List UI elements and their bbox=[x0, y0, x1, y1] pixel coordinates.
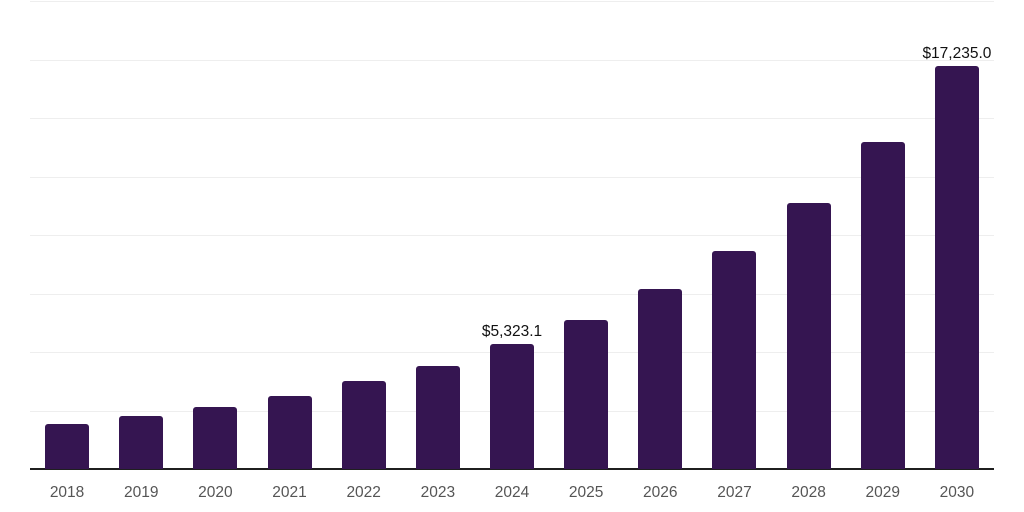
x-axis-label-2028: 2028 bbox=[791, 484, 826, 501]
x-axis-label-2021: 2021 bbox=[272, 484, 307, 501]
bar-2023[interactable] bbox=[415, 365, 460, 469]
bar-2030[interactable] bbox=[934, 65, 979, 469]
x-axis-label-2027: 2027 bbox=[717, 484, 752, 501]
bar-2029[interactable] bbox=[860, 141, 905, 469]
x-axis-label-2023: 2023 bbox=[420, 484, 456, 501]
x-axis-label-2020: 2020 bbox=[198, 484, 233, 501]
x-axis-label-2026: 2026 bbox=[643, 484, 678, 501]
x-axis-label-2029: 2029 bbox=[865, 484, 900, 501]
gridline bbox=[30, 1, 994, 2]
bar-2028[interactable] bbox=[786, 202, 831, 469]
data-label-2024: $5,323.1 bbox=[481, 323, 543, 341]
gridline bbox=[30, 235, 994, 236]
x-axis-label-2024: 2024 bbox=[494, 484, 530, 501]
bar-2024[interactable] bbox=[490, 344, 534, 469]
x-axis-label-2018: 2018 bbox=[49, 484, 85, 501]
x-axis-label-2019: 2019 bbox=[123, 484, 159, 501]
gridline bbox=[30, 176, 994, 178]
bar-2018[interactable] bbox=[45, 424, 90, 469]
bar-2019[interactable] bbox=[119, 415, 164, 469]
bar-2026[interactable] bbox=[638, 288, 683, 469]
gridline bbox=[30, 59, 994, 61]
bar-2021[interactable] bbox=[267, 395, 312, 469]
bar-2025[interactable] bbox=[564, 319, 609, 469]
gridline bbox=[30, 293, 994, 295]
x-axis-label-2025: 2025 bbox=[568, 484, 604, 501]
gridline bbox=[30, 118, 994, 119]
data-label-2030: $17,235.0 bbox=[922, 44, 992, 62]
bar-2022[interactable] bbox=[341, 381, 386, 469]
x-axis-line bbox=[30, 468, 994, 470]
x-axis-label-2030: 2030 bbox=[939, 484, 975, 501]
bar-2027[interactable] bbox=[712, 250, 757, 469]
bar-2020[interactable] bbox=[193, 406, 238, 469]
x-axis-label-2022: 2022 bbox=[346, 484, 381, 501]
